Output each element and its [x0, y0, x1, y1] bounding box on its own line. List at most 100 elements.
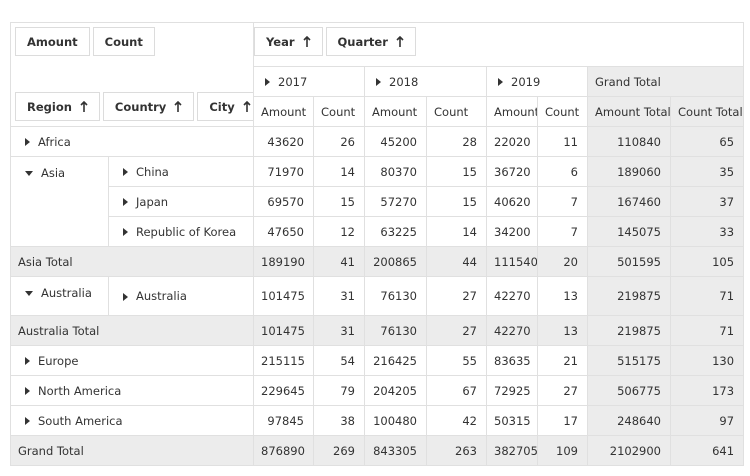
value-cell: 83635 — [486, 345, 538, 376]
data-row: Japan 69570 15 57270 15 40620 7 167460 37 — [11, 186, 745, 217]
expand-icon[interactable] — [25, 171, 33, 176]
region-cell: North America — [10, 375, 254, 406]
value-cell: 110840 — [587, 126, 671, 157]
value-cell: 41 — [313, 246, 365, 277]
value-cell: 515175 — [587, 345, 671, 376]
data-row: North America 229645 79 204205 67 72925 27 5067… — [10, 375, 745, 406]
value-cell: 35 — [669, 156, 745, 187]
year-label: 2019 — [511, 74, 541, 89]
field-button[interactable]: Region — [15, 92, 100, 121]
value-cell: 37 — [669, 186, 745, 217]
value-cell: 80370 — [364, 156, 427, 187]
value-cell: 47650 — [253, 216, 314, 247]
value-cell: 42 — [426, 405, 487, 436]
year-header: 2019 — [486, 66, 588, 97]
value-cell: 219875 — [587, 315, 671, 346]
column-fields: Year Quarter — [252, 22, 745, 67]
expand-icon[interactable] — [123, 292, 128, 301]
region-cell: Australia — [10, 276, 109, 316]
value-cell: 55 — [426, 345, 487, 376]
total-row: Grand Total 876890 269 843305 263 382705 109 21… — [10, 435, 745, 466]
value-cell: 506775 — [587, 375, 671, 406]
expand-icon[interactable] — [123, 228, 128, 236]
value-cell: 26 — [313, 126, 365, 157]
value-cell: 54 — [313, 345, 365, 376]
country-label: Japan — [136, 194, 169, 209]
value-cell: 20 — [537, 246, 588, 277]
value-cell: 36720 — [486, 156, 538, 187]
measure-header: Count Total — [669, 96, 745, 127]
country-cell: Japan — [108, 186, 254, 217]
value-cell: 12 — [313, 216, 365, 247]
field-label: Country — [114, 99, 167, 114]
value-cell: 216425 — [364, 345, 427, 376]
measure-header: Amount — [253, 96, 314, 127]
value-cell: 15 — [426, 156, 487, 187]
value-cell: 65 — [669, 126, 745, 157]
country-cell: China — [108, 156, 254, 187]
value-cell: 382705 — [486, 435, 538, 466]
expand-icon[interactable] — [123, 198, 128, 206]
value-cell: 31 — [313, 276, 365, 316]
value-cell: 111540 — [486, 246, 538, 277]
value-cell: 145075 — [587, 216, 671, 247]
value-cell: 63225 — [364, 216, 427, 247]
measure-header: Count — [313, 96, 365, 127]
value-cell: 109 — [537, 435, 588, 466]
value-cell: 71970 — [253, 156, 314, 187]
region-label: Africa — [38, 134, 71, 149]
country-label: Australia — [136, 289, 187, 303]
sort-icon — [302, 35, 311, 47]
value-cell: 11 — [537, 126, 588, 157]
value-cell: 167460 — [587, 186, 671, 217]
country-cell: Australia — [108, 276, 254, 316]
value-cell: 229645 — [253, 375, 314, 406]
value-cell: 14 — [313, 156, 365, 187]
expand-icon[interactable] — [123, 168, 128, 176]
value-cell: 79 — [313, 375, 365, 406]
field-button[interactable]: Year — [254, 27, 323, 56]
expand-icon[interactable] — [25, 417, 30, 425]
value-cell: 34200 — [486, 216, 538, 247]
header-row: Amount Count Amount Count Amount Count Amount … — [11, 96, 745, 127]
field-button[interactable]: Country — [102, 92, 195, 121]
value-cell: 42270 — [486, 315, 538, 346]
value-cell: 101475 — [253, 276, 314, 316]
field-button[interactable]: Quarter — [325, 27, 416, 56]
value-cell: 204205 — [364, 375, 427, 406]
value-cell: 67 — [426, 375, 487, 406]
expand-icon[interactable] — [25, 357, 30, 365]
value-cell: 57270 — [364, 186, 427, 217]
value-cell: 76130 — [364, 315, 427, 346]
field-button[interactable]: Amount — [15, 27, 90, 56]
data-row: Asia China 71970 14 80370 15 36720 6 189060 35 — [10, 156, 745, 247]
value-cell: 71 — [669, 276, 745, 316]
expand-icon[interactable] — [498, 78, 503, 86]
expand-icon[interactable] — [25, 138, 30, 146]
year-label: 2018 — [389, 74, 419, 89]
total-row: Australia Total 101475 31 76130 27 42270 13 219… — [10, 315, 745, 346]
value-cell: 72925 — [486, 375, 538, 406]
value-cell: 7 — [537, 216, 588, 247]
sort-icon — [396, 35, 404, 47]
total-label: Australia Total — [10, 315, 254, 346]
pivot-table: Amount Count Region Country City Year Quarter 2… — [10, 22, 745, 466]
field-button[interactable]: Count — [92, 27, 155, 56]
expand-icon[interactable] — [25, 291, 33, 296]
value-cell: 97845 — [253, 405, 314, 436]
header-row: Amount Count Region Country City Year Quarter — [10, 22, 745, 127]
total-label: Grand Total — [10, 435, 254, 466]
expand-icon[interactable] — [25, 387, 30, 395]
value-cell: 71 — [669, 315, 745, 346]
value-cell: 101475 — [253, 315, 314, 346]
expand-icon[interactable] — [376, 78, 381, 86]
year-label: 2017 — [278, 74, 308, 89]
value-cell: 13 — [537, 315, 588, 346]
value-cell: 15 — [313, 186, 365, 217]
value-cell: 269 — [313, 435, 365, 466]
expand-icon[interactable] — [265, 78, 270, 86]
region-label: South America — [38, 413, 123, 428]
value-cell: 263 — [426, 435, 487, 466]
value-cell: 15 — [426, 186, 487, 217]
field-button[interactable]: City — [197, 92, 253, 121]
